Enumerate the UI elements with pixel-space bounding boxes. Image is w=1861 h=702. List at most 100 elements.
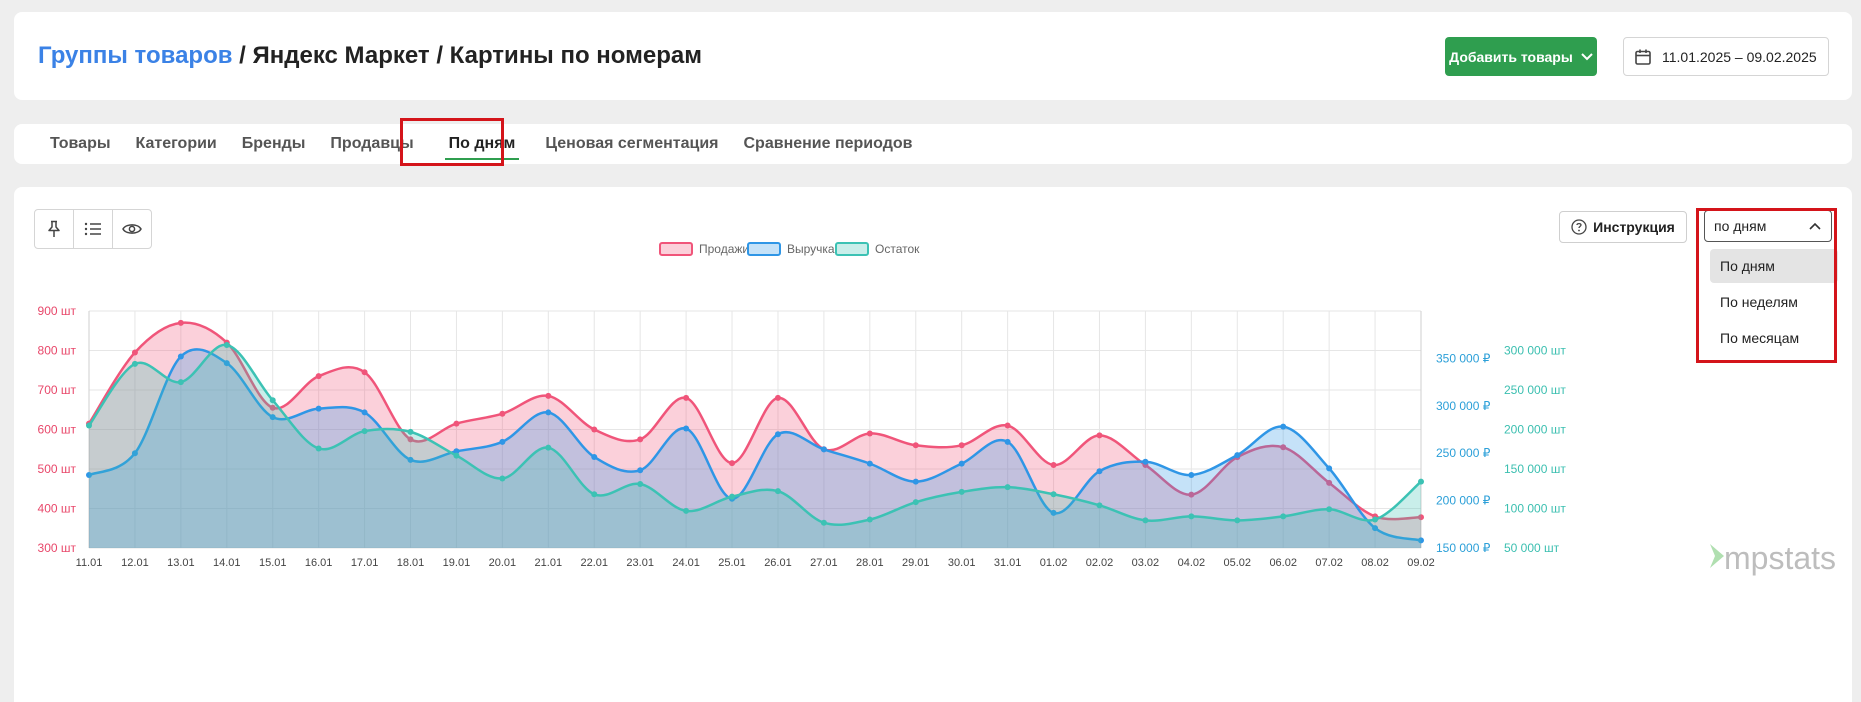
y-tick-label-revenue: 150 000 ₽ <box>1436 541 1491 555</box>
legend-label-stock: Остаток <box>875 242 920 256</box>
y-tick-label-left: 400 шт <box>38 502 77 516</box>
point-sales <box>361 369 368 376</box>
y-tick-label-stock: 150 000 шт <box>1504 462 1566 476</box>
period-dropdown: По дням По неделям По месяцам <box>1710 249 1838 357</box>
breadcrumb-marketplace: Яндекс Маркет <box>252 42 430 69</box>
period-option-weeks[interactable]: По неделям <box>1720 294 1798 310</box>
list-icon <box>84 222 101 236</box>
x-tick-label: 04.02 <box>1178 557 1206 569</box>
x-tick-label: 11.01 <box>76 557 103 569</box>
x-tick-label: 29.01 <box>902 557 930 569</box>
x-tick-label: 13.01 <box>167 557 195 569</box>
point-revenue <box>453 448 460 455</box>
point-sales <box>1004 422 1011 429</box>
x-tick-label: 19.01 <box>443 557 471 569</box>
point-stock <box>1142 517 1149 524</box>
x-tick-label: 17.01 <box>351 557 379 569</box>
point-stock <box>958 488 965 495</box>
breadcrumb-separator: / <box>436 42 443 69</box>
add-products-label: Добавить товары <box>1449 48 1573 65</box>
breadcrumb-link-groups[interactable]: Группы товаров <box>38 42 233 69</box>
chart-panel: Инструкция по дням По дням По неделям По… <box>14 187 1852 702</box>
y-tick-label-left: 900 шт <box>38 304 77 318</box>
x-tick-label: 16.01 <box>305 557 333 569</box>
pin-button[interactable] <box>34 209 74 249</box>
y-tick-label-stock: 50 000 шт <box>1504 541 1560 555</box>
x-tick-label: 14.01 <box>213 557 241 569</box>
legend-swatch-sales <box>659 242 693 256</box>
tab-sellers[interactable]: Продавцы <box>330 135 414 152</box>
point-revenue <box>1050 509 1057 516</box>
point-sales <box>729 460 736 467</box>
x-tick-label: 12.01 <box>121 557 149 569</box>
point-revenue <box>591 453 598 460</box>
date-range-value: 11.01.2025 – 09.02.2025 <box>1662 48 1817 65</box>
point-stock <box>866 516 873 523</box>
point-sales <box>683 394 690 401</box>
point-stock <box>177 379 184 386</box>
point-revenue <box>269 414 276 421</box>
tab-by-days[interactable]: По дням <box>444 124 520 164</box>
tab-products[interactable]: Товары <box>50 135 111 152</box>
date-range-picker[interactable]: 11.01.2025 – 09.02.2025 <box>1623 37 1829 76</box>
x-tick-label: 24.01 <box>672 557 700 569</box>
daily-chart: 900 шт 800 шт 700 шт 600 шт 500 шт 400 шт 300 … <box>38 242 1836 576</box>
x-tick-label: 02.02 <box>1086 557 1114 569</box>
point-sales <box>1188 491 1195 498</box>
point-sales <box>637 436 644 443</box>
add-products-button[interactable]: Добавить товары <box>1445 37 1597 76</box>
point-stock <box>1188 513 1195 520</box>
point-sales <box>131 349 138 356</box>
chart-toolbar <box>34 209 152 249</box>
point-revenue <box>1096 468 1103 475</box>
y-tick-label-revenue: 200 000 ₽ <box>1436 494 1491 508</box>
tab-price-segmentation[interactable]: Ценовая сегментация <box>545 135 719 152</box>
point-stock <box>1280 513 1287 520</box>
list-button[interactable] <box>73 209 113 249</box>
period-option-months[interactable]: По месяцам <box>1720 330 1800 346</box>
point-sales <box>912 442 919 449</box>
point-stock <box>1234 517 1241 524</box>
point-revenue <box>407 456 414 463</box>
question-circle-icon <box>1571 219 1587 235</box>
point-revenue <box>820 446 827 453</box>
point-stock <box>683 507 690 514</box>
point-revenue <box>1326 465 1333 472</box>
point-stock <box>1326 506 1333 513</box>
point-stock <box>499 475 506 482</box>
point-revenue <box>912 478 919 485</box>
period-select-value: по дням <box>1714 218 1767 234</box>
y-tick-label-left: 800 шт <box>38 344 77 358</box>
area-stock <box>89 344 1421 548</box>
point-revenue <box>499 438 506 445</box>
point-stock <box>131 360 138 367</box>
instruction-label: Инструкция <box>1593 219 1675 235</box>
x-tick-label: 31.01 <box>994 557 1022 569</box>
x-tick-label: 18.01 <box>397 557 425 569</box>
tab-brands[interactable]: Бренды <box>241 135 306 152</box>
point-revenue <box>1234 452 1241 459</box>
point-revenue <box>223 360 230 367</box>
point-revenue <box>131 450 138 457</box>
point-revenue <box>1004 438 1011 445</box>
tab-period-comparison[interactable]: Сравнение периодов <box>743 135 913 152</box>
x-tick-label: 22.01 <box>580 557 608 569</box>
period-option-days[interactable]: По дням <box>1710 249 1838 283</box>
period-select[interactable]: по дням <box>1704 210 1832 242</box>
point-sales <box>499 410 506 417</box>
point-sales <box>545 392 552 399</box>
point-sales <box>1050 462 1057 469</box>
y-tick-label-stock: 300 000 шт <box>1504 344 1566 358</box>
y-tick-label-left: 500 шт <box>38 462 77 476</box>
x-tick-label: 09.02 <box>1407 557 1435 569</box>
point-sales <box>407 436 414 443</box>
point-sales <box>315 373 322 380</box>
tab-categories[interactable]: Категории <box>135 135 217 152</box>
instruction-button[interactable]: Инструкция <box>1559 211 1687 243</box>
eye-button[interactable] <box>112 209 152 249</box>
point-revenue <box>1280 423 1287 430</box>
point-revenue <box>683 425 690 432</box>
point-stock <box>637 481 644 488</box>
y-tick-label-stock: 250 000 шт <box>1504 383 1566 397</box>
x-tick-label: 07.02 <box>1315 557 1343 569</box>
